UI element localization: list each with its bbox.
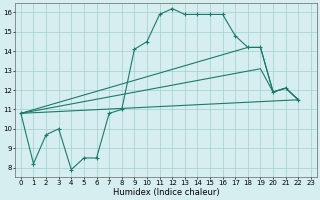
X-axis label: Humidex (Indice chaleur): Humidex (Indice chaleur) (113, 188, 219, 197)
